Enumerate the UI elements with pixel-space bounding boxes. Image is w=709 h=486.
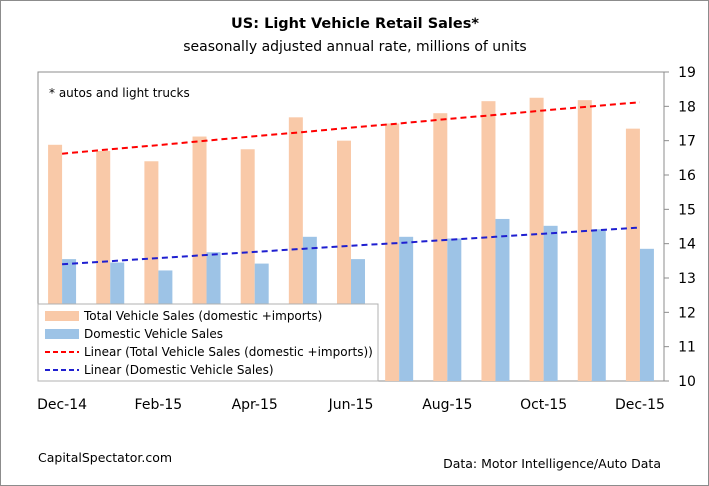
bar-domestic-Sep-15 [495,218,510,381]
x-tick-label-Dec-15: Dec-15 [615,397,665,413]
y-tick-label-12: 12 [678,305,696,321]
x-axis: Dec-14 Feb-15 Apr-15 Jun-15 Aug-15 Oct-15 Dec-… [37,397,665,413]
x-tick-label-Aug-15: Aug-15 [422,397,472,413]
y-tick-label-13: 13 [678,271,696,287]
legend-label-0: Total Vehicle Sales (domestic +imports) [83,309,322,323]
bar-total-Nov-15 [577,100,592,382]
chart-title: US: Light Vehicle Retail Sales* [231,16,479,32]
legend-label-1: Domestic Vehicle Sales [84,327,223,341]
y-axis: 10 11 12 13 14 15 16 17 18 19 [663,65,696,390]
y-tick-label-17: 17 [678,134,696,150]
y-tick-label-19: 19 [678,65,696,81]
x-tick-label-Oct-15: Oct-15 [520,397,567,413]
bar-total-Aug-15 [433,113,448,381]
bar-total-Oct-15 [529,97,544,381]
x-tick-label-Apr-15: Apr-15 [232,397,278,413]
trendline-total [61,101,641,155]
x-tick-label-Jun-15: Jun-15 [328,397,374,413]
bar-domestic-Dec-15 [639,248,654,381]
y-tick-label-10: 10 [678,374,696,390]
footer-data-credit: Data: Motor Intelligence/Auto Data [443,456,661,471]
footer-source-site: CapitalSpectator.com [38,450,172,465]
bar-domestic-Nov-15 [591,229,606,381]
bar-domestic-Jul-15 [399,236,414,381]
trendline-group [61,101,641,266]
bar-total-Dec-15 [625,128,640,381]
legend-label-2: Linear (Total Vehicle Sales (domestic +i… [84,345,373,359]
legend-box [37,303,379,382]
x-tick-label-Feb-15: Feb-15 [135,397,183,413]
legend: Total Vehicle Sales (domestic +imports) D… [37,303,379,382]
note-box: * autos and light trucks [49,86,190,100]
bar-domestic-Oct-15 [543,225,558,381]
bar-total-Jul-15 [385,123,400,381]
legend-swatch-1 [45,329,79,339]
bar-total-Sep-15 [481,101,496,381]
legend-label-3: Linear (Domestic Vehicle Sales) [84,363,274,377]
chart-note: * autos and light trucks [49,86,190,100]
trendline-domestic [62,226,640,266]
y-tick-label-18: 18 [678,99,696,115]
y-tick-label-15: 15 [678,202,696,218]
y-tick-label-11: 11 [678,340,696,356]
x-tick-label-Dec-14: Dec-14 [37,397,87,413]
legend-swatch-0 [45,311,79,321]
y-tick-label-16: 16 [678,168,696,184]
bar-domestic-Aug-15 [447,238,462,381]
y-tick-label-14: 14 [678,237,696,253]
chart-subtitle: seasonally adjusted annual rate, million… [183,39,526,55]
